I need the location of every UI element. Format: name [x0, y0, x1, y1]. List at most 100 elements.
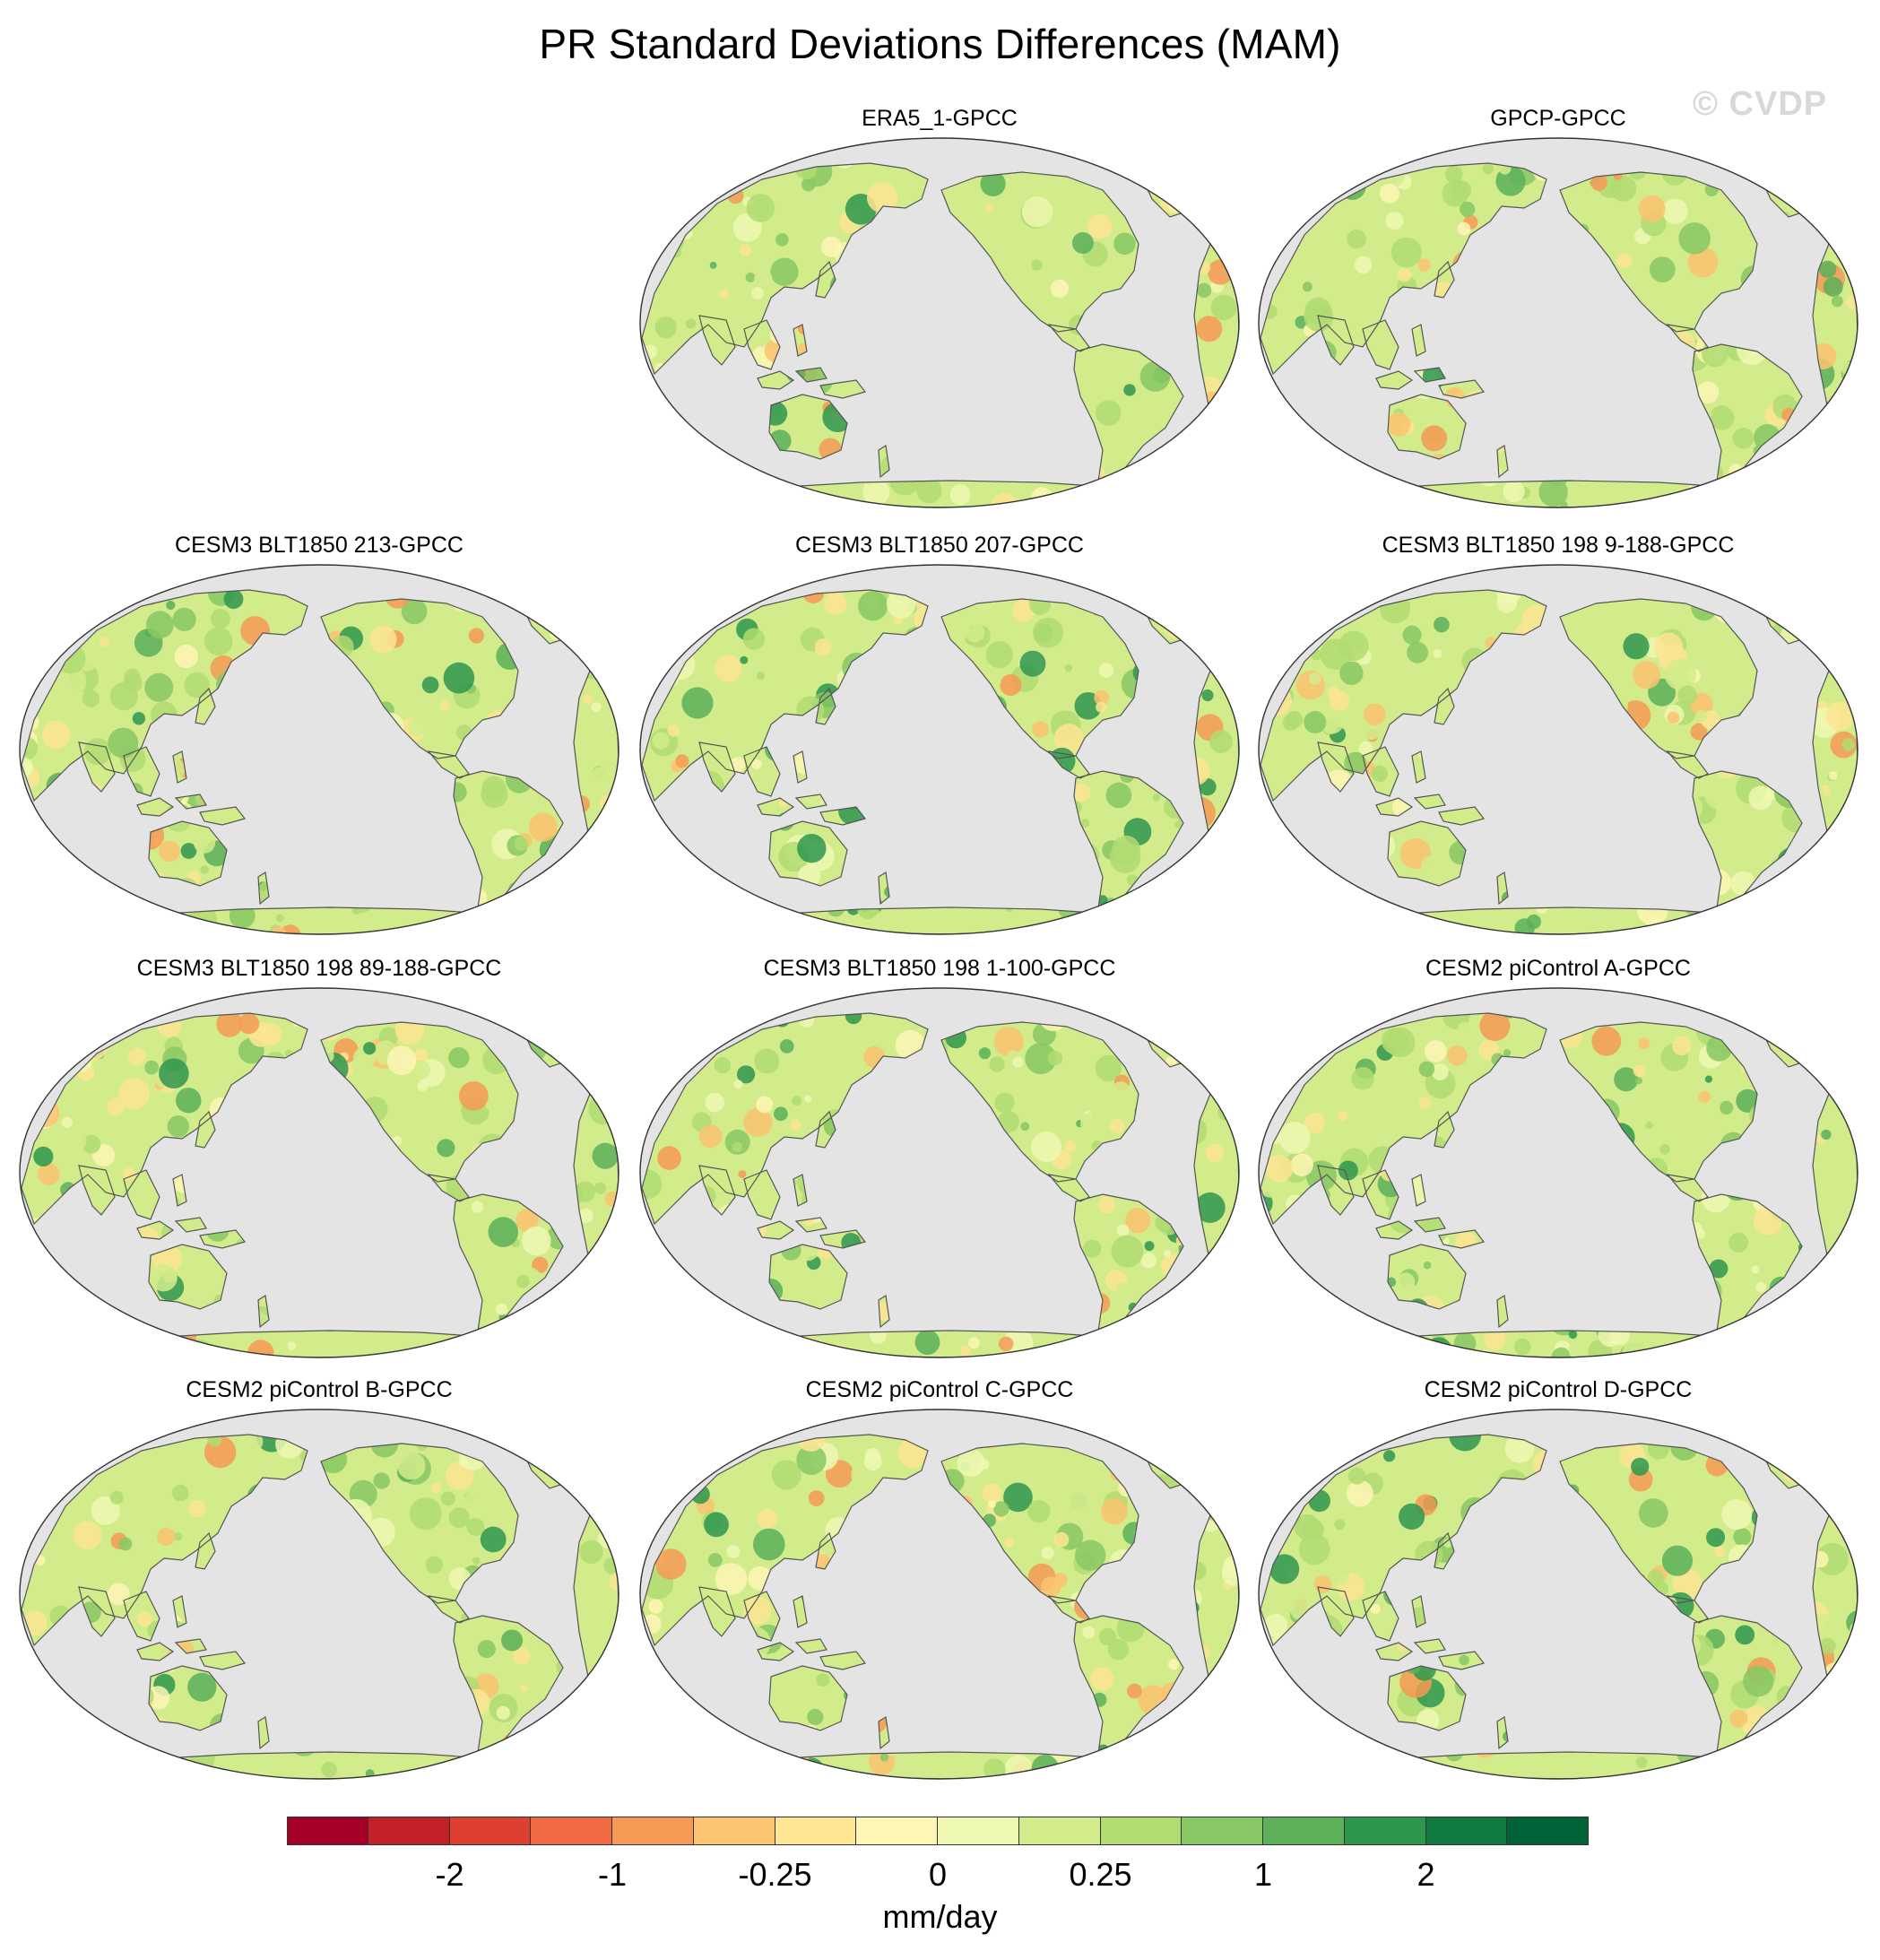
map-border: [19, 564, 619, 935]
coastline-philippines: [1411, 324, 1426, 357]
map-panel-blt198_1: CESM3 BLT1850 198 1-100-GPCC: [637, 956, 1243, 1358]
map-border: [19, 1409, 619, 1780]
colorbar-box: [287, 1817, 368, 1845]
colorbar: [287, 1817, 1589, 1847]
colorbar-box: [1263, 1817, 1345, 1845]
coastline-new-guinea: [1438, 379, 1486, 399]
colorbar-tick-label: 2: [1416, 1856, 1435, 1893]
colorbar-box: [938, 1817, 1019, 1845]
map-border: [639, 564, 1240, 935]
colorbar-box: [1425, 1817, 1508, 1845]
coastline-eurasia-west: [21, 1434, 308, 1647]
panel-title: CESM2 piControl D-GPCC: [1424, 1377, 1693, 1402]
colorbar-box: [449, 1817, 532, 1845]
coastline-philippines: [793, 324, 808, 357]
colorbar-tick-label: 0.25: [1069, 1856, 1132, 1893]
coastline-south-asia: [1317, 1586, 1355, 1637]
colorbar-box: [1507, 1817, 1589, 1845]
map-border: [1258, 987, 1858, 1358]
coastline-japan: [195, 687, 216, 725]
map-panel-era5: ERA5_1-GPCC: [637, 106, 1243, 508]
coastline-eurasia-west: [1260, 589, 1547, 802]
panel-title: CESM3 BLT1850 207-GPCC: [795, 533, 1084, 558]
coastline-indochina: [743, 1169, 781, 1220]
coastline-eurasia-west: [21, 589, 308, 802]
coastline-indochina: [1362, 319, 1399, 370]
coastline-indonesia-2: [174, 1638, 207, 1654]
coastline-new-zealand: [1496, 1295, 1509, 1329]
colorbar-box: [1018, 1817, 1101, 1845]
coastline-indonesia-1: [1375, 1220, 1414, 1240]
coastline-south-asia: [698, 315, 736, 366]
coastline-eurasia-west: [641, 1012, 929, 1226]
coastline-indonesia-2: [1413, 1638, 1446, 1654]
coastline-new-zealand: [878, 1716, 890, 1750]
coastline-south-asia: [78, 1165, 116, 1216]
coastline-indonesia-1: [136, 1642, 175, 1661]
coastline-eurasia-west: [21, 1012, 308, 1226]
colorbar-units: mm/day: [882, 1898, 998, 1935]
coastline-australia: [768, 820, 848, 887]
coastline-indonesia-1: [757, 1642, 795, 1661]
coastline-australia: [148, 1665, 228, 1731]
coastline-indonesia-2: [174, 794, 207, 810]
map-border: [639, 987, 1240, 1358]
coastline-new-guinea: [819, 379, 867, 399]
robinson-map: [19, 1409, 619, 1780]
panel-title: CESM2 piControl C-GPCC: [805, 1377, 1074, 1402]
coastline-indonesia-2: [1413, 1217, 1446, 1233]
panel-title: ERA5_1-GPCC: [862, 106, 1018, 131]
coastline-japan: [1434, 687, 1455, 725]
coastline-north-america: [320, 1021, 519, 1183]
coastline-australia: [1387, 1244, 1467, 1310]
coastline-indochina: [123, 746, 160, 797]
coastline-philippines: [172, 1595, 187, 1628]
map-panel-blt198_9: CESM3 BLT1850 198 9-188-GPCC: [1255, 533, 1861, 935]
coastline-indochina: [1362, 1169, 1399, 1220]
panel-title: CESM2 piControl A-GPCC: [1425, 956, 1691, 981]
colorbar-box: [531, 1817, 612, 1845]
coastline-north-america: [320, 1443, 519, 1604]
robinson-map: [1258, 137, 1858, 508]
coastline-philippines: [172, 1174, 187, 1207]
panel-title: CESM3 BLT1850 213-GPCC: [175, 533, 464, 558]
robinson-map: [1258, 987, 1858, 1358]
coastline-indochina: [743, 1591, 781, 1642]
coastline-japan: [815, 1531, 836, 1570]
coastline-indonesia-1: [1375, 1642, 1414, 1661]
colorbar-tick-label: 1: [1253, 1856, 1273, 1893]
panel-title: GPCP-GPCC: [1490, 106, 1626, 131]
colorbar-box: [775, 1817, 857, 1845]
coastline-indochina: [1362, 1591, 1399, 1642]
map-panel-blt207: CESM3 BLT1850 207-GPCC: [637, 533, 1243, 935]
map-panel-blt213: CESM3 BLT1850 213-GPCC: [16, 533, 622, 935]
coastline-philippines: [1411, 750, 1426, 784]
map-border: [1258, 137, 1858, 508]
coastline-indochina: [123, 1169, 160, 1220]
coastline-south-asia: [1317, 1165, 1355, 1216]
coastline-australia: [1387, 820, 1467, 887]
cvdp-watermark: © CVDP: [1693, 85, 1828, 123]
coastline-north-america: [1559, 1443, 1758, 1604]
coastline-indonesia-2: [174, 1217, 207, 1233]
coastline-new-guinea: [819, 1229, 867, 1249]
coastline-japan: [815, 687, 836, 725]
coastline-north-america: [320, 598, 519, 759]
coastline-indonesia-1: [1375, 797, 1414, 817]
figure-title: PR Standard Deviations Differences (MAM): [539, 21, 1341, 67]
panel-title: CESM2 piControl B-GPCC: [186, 1377, 453, 1402]
coastline-philippines: [793, 1595, 808, 1628]
robinson-map: [639, 987, 1240, 1358]
map-panel-picD: CESM2 piControl D-GPCC: [1255, 1377, 1861, 1780]
coastline-indonesia-1: [757, 797, 795, 817]
robinson-map: [639, 1409, 1240, 1780]
panel-title: CESM3 BLT1850 198 9-188-GPCC: [1382, 533, 1735, 558]
colorbar-box: [612, 1817, 694, 1845]
map-panel-gpcp: GPCP-GPCC: [1255, 106, 1861, 508]
panel-title: CESM3 BLT1850 198 1-100-GPCC: [763, 956, 1116, 981]
robinson-map: [639, 137, 1240, 508]
coastline-north-america: [1559, 598, 1758, 759]
coastline-new-guinea: [199, 1651, 247, 1670]
coastline-eurasia-west: [641, 1434, 929, 1647]
coastline-indonesia-2: [794, 1217, 827, 1233]
